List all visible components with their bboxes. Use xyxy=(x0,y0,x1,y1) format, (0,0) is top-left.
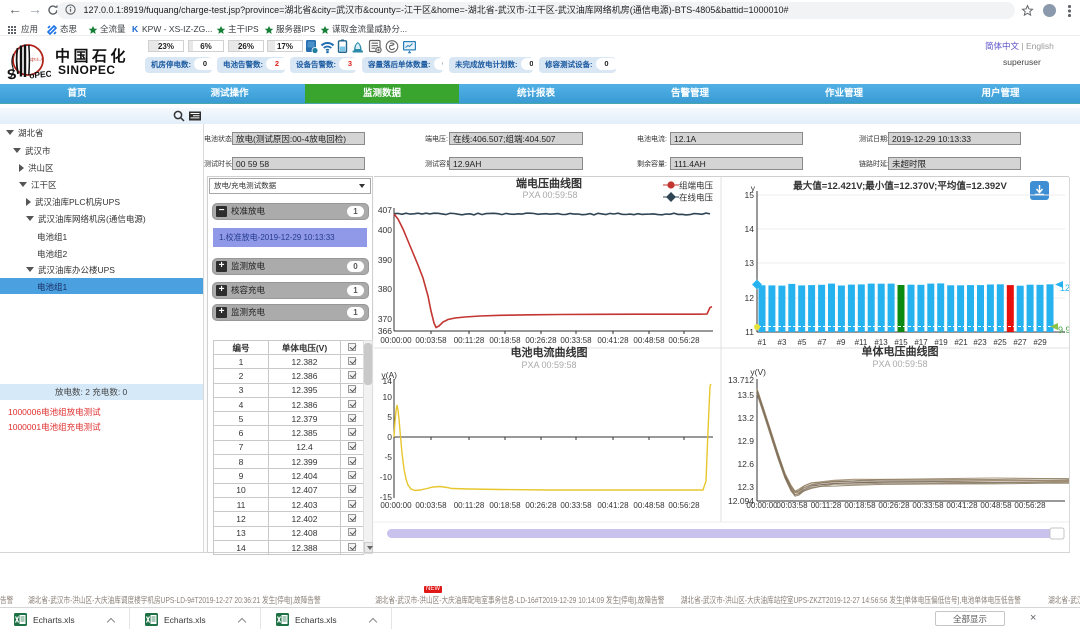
svg-text:-5: -5 xyxy=(384,452,392,462)
svg-text:12.094: 12.094 xyxy=(728,496,754,506)
svg-text:端电压曲线图: 端电压曲线图 xyxy=(516,177,582,190)
svg-text:390: 390 xyxy=(378,255,392,265)
svg-text:00:33:58: 00:33:58 xyxy=(560,336,592,345)
svg-text:#25: #25 xyxy=(993,338,1007,347)
svg-text:#9: #9 xyxy=(837,338,846,347)
svg-text:#17: #17 xyxy=(914,338,928,347)
svg-text:y: y xyxy=(751,183,756,193)
svg-text:#11: #11 xyxy=(855,338,868,347)
svg-text:15: 15 xyxy=(745,190,755,200)
svg-text:00:11:28: 00:11:28 xyxy=(811,501,842,510)
svg-text:#23: #23 xyxy=(973,338,987,347)
svg-text:13.712: 13.712 xyxy=(728,375,754,385)
svg-text:00:18:58: 00:18:58 xyxy=(844,501,876,510)
svg-text:00:03:58: 00:03:58 xyxy=(415,501,447,510)
svg-text:#21: #21 xyxy=(954,338,968,347)
svg-text:00:41:28: 00:41:28 xyxy=(597,336,629,345)
svg-text:5: 5 xyxy=(387,412,392,422)
svg-text:00:48:58: 00:48:58 xyxy=(633,336,665,345)
svg-text:中/4..c: 中/4..c xyxy=(29,55,44,64)
svg-text:单体电压曲线图: 单体电压曲线图 xyxy=(862,344,939,358)
svg-text:PXA 00:59:58: PXA 00:59:58 xyxy=(872,359,927,369)
svg-text:370: 370 xyxy=(378,314,392,324)
svg-text:13.2: 13.2 xyxy=(737,413,754,423)
svg-text:00:48:58: 00:48:58 xyxy=(980,501,1012,510)
svg-text:S: S xyxy=(7,66,17,83)
svg-text:PXA 00:59:58: PXA 00:59:58 xyxy=(521,360,576,370)
svg-text:oPEC: oPEC xyxy=(29,69,51,81)
svg-text:#29: #29 xyxy=(1033,338,1047,347)
svg-text:00:00:00: 00:00:00 xyxy=(380,336,412,345)
svg-text:00:56:28: 00:56:28 xyxy=(668,336,700,345)
svg-text:00:41:28: 00:41:28 xyxy=(597,501,629,510)
svg-text:00:33:58: 00:33:58 xyxy=(912,501,944,510)
svg-text:PXA 00:59:58: PXA 00:59:58 xyxy=(522,190,577,200)
svg-text:407: 407 xyxy=(378,205,392,215)
svg-text:-10: -10 xyxy=(380,472,393,482)
svg-text:00:03:58: 00:03:58 xyxy=(415,336,447,345)
svg-text:00:56:28: 00:56:28 xyxy=(1014,501,1046,510)
svg-text:00:26:28: 00:26:28 xyxy=(525,336,557,345)
svg-text:12: 12 xyxy=(745,293,755,303)
svg-text:13: 13 xyxy=(745,258,755,268)
svg-text:00:26:28: 00:26:28 xyxy=(878,501,910,510)
svg-text:00:18:58: 00:18:58 xyxy=(489,336,521,345)
svg-text:#13: #13 xyxy=(874,338,888,347)
svg-text:366: 366 xyxy=(378,326,392,336)
svg-text:#7: #7 xyxy=(818,338,827,347)
svg-text:9.914: 9.914 xyxy=(1058,325,1069,335)
svg-text:00:00:00: 00:00:00 xyxy=(746,501,778,510)
svg-text:00:33:58: 00:33:58 xyxy=(560,501,592,510)
svg-text:12.36: 12.36 xyxy=(1060,283,1069,293)
svg-text:00:48:58: 00:48:58 xyxy=(633,501,665,510)
svg-text:10: 10 xyxy=(383,392,393,402)
svg-text:00:18:58: 00:18:58 xyxy=(489,501,521,510)
svg-text:380: 380 xyxy=(378,284,392,294)
svg-text:#1: #1 xyxy=(758,338,767,347)
svg-text:12.9: 12.9 xyxy=(737,436,754,446)
svg-text:在线电压: 在线电压 xyxy=(679,193,714,203)
svg-text:00:26:28: 00:26:28 xyxy=(525,501,557,510)
svg-text:00:03:58: 00:03:58 xyxy=(776,501,808,510)
svg-text:11: 11 xyxy=(745,327,754,337)
svg-text:#3: #3 xyxy=(778,338,787,347)
svg-text:#27: #27 xyxy=(1013,338,1027,347)
svg-text:y(A): y(A) xyxy=(381,370,397,380)
svg-text:12.3: 12.3 xyxy=(737,482,754,492)
svg-text:00:41:28: 00:41:28 xyxy=(946,501,978,510)
svg-text:14: 14 xyxy=(383,376,393,386)
svg-text:00:00:00: 00:00:00 xyxy=(380,501,412,510)
svg-text:组端电压: 组端电压 xyxy=(679,181,714,191)
svg-text:00:11:28: 00:11:28 xyxy=(454,501,485,510)
svg-text:00:11:28: 00:11:28 xyxy=(454,336,485,345)
svg-text:0: 0 xyxy=(387,432,392,442)
svg-text:-15: -15 xyxy=(380,492,393,502)
svg-text:14: 14 xyxy=(745,224,755,234)
svg-text:12.6: 12.6 xyxy=(737,459,754,469)
svg-text:最大值=12.421V;最小值=12.370V;平均值=12: 最大值=12.421V;最小值=12.370V;平均值=12.392V xyxy=(793,180,1007,192)
svg-text:电池电流曲线图: 电池电流曲线图 xyxy=(511,345,588,359)
svg-text:#19: #19 xyxy=(934,338,948,347)
svg-text:#5: #5 xyxy=(798,338,807,347)
svg-text:400: 400 xyxy=(378,225,392,235)
svg-text:00:56:28: 00:56:28 xyxy=(668,501,700,510)
svg-text:13.5: 13.5 xyxy=(737,390,754,400)
svg-text:y(V): y(V) xyxy=(750,367,766,377)
svg-text:#15: #15 xyxy=(894,338,908,347)
